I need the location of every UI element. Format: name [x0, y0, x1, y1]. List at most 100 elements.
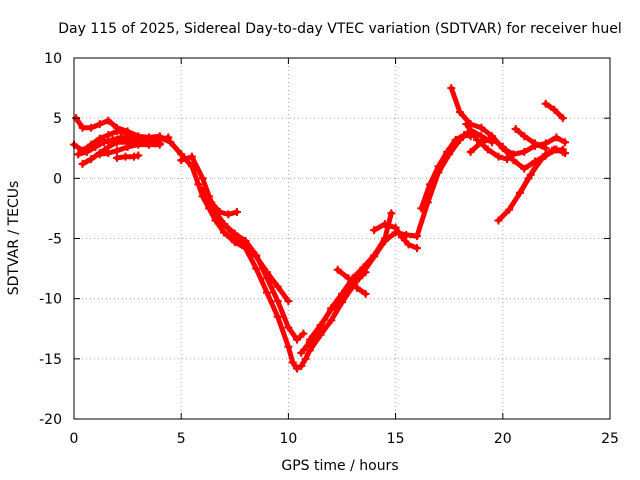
data-point [95, 120, 104, 129]
data-point [316, 321, 325, 330]
data-point [198, 186, 207, 195]
series-track-6 [112, 151, 143, 162]
data-point [402, 230, 411, 239]
data-point [112, 127, 121, 136]
data-point [391, 223, 400, 232]
data-point [443, 147, 452, 156]
data-point [262, 274, 271, 283]
data-point [494, 152, 503, 161]
data-point [232, 208, 241, 217]
data-point [524, 174, 533, 183]
data-point [262, 288, 271, 297]
data-point [558, 147, 567, 156]
data-point [187, 152, 196, 161]
x-axis-label: GPS time / hours [281, 458, 398, 474]
data-point [451, 135, 460, 144]
data-point [273, 312, 282, 321]
data-point [292, 364, 301, 373]
data-point [520, 132, 529, 141]
x-tick-label: 15 [387, 431, 405, 447]
data-point [413, 244, 422, 253]
data-point [483, 145, 492, 154]
data-point [370, 226, 379, 235]
data-point [560, 138, 569, 147]
data-point [417, 204, 426, 213]
data-point [130, 152, 139, 161]
data-point [361, 268, 370, 277]
data-point [87, 155, 96, 164]
data-point [166, 138, 175, 147]
data-point [316, 330, 325, 339]
data-point [273, 297, 282, 306]
data-point [370, 251, 379, 260]
data-point [284, 297, 293, 306]
series-track-17 [462, 120, 512, 164]
y-tick-label: 10 [44, 51, 62, 67]
data-point [194, 180, 203, 189]
data-point [284, 323, 293, 332]
data-point [211, 209, 220, 218]
data-point [100, 138, 109, 147]
data-point [550, 145, 559, 154]
data-point [299, 329, 308, 338]
data-point [488, 134, 497, 143]
series-track-22 [511, 124, 550, 153]
data-point [498, 143, 507, 152]
data-point [95, 150, 104, 159]
data-point [273, 282, 282, 291]
data-point [78, 159, 87, 168]
series-line [335, 267, 369, 297]
data-point [252, 264, 261, 273]
y-tick-label: -20 [39, 412, 62, 428]
data-point [252, 251, 261, 260]
data-point [550, 105, 559, 114]
data-point [74, 150, 83, 159]
data-point [224, 210, 233, 219]
x-tick-label: 25 [601, 431, 619, 447]
data-point [87, 123, 96, 132]
data-point [134, 140, 143, 149]
data-point [541, 99, 550, 108]
data-point [78, 123, 87, 132]
x-tick-label: 5 [177, 431, 186, 447]
series-line [513, 126, 549, 151]
data-point [460, 131, 469, 140]
data-point [82, 147, 91, 156]
data-point [104, 149, 113, 158]
data-point [220, 220, 229, 229]
data-point [95, 134, 104, 143]
series-track-10 [202, 195, 308, 344]
x-tick-label: 20 [494, 431, 512, 447]
data-point [121, 152, 130, 161]
data-point [297, 348, 306, 357]
y-tick-label: -10 [39, 292, 62, 308]
data-point [134, 151, 143, 160]
data-point [112, 138, 121, 147]
data-point [353, 283, 362, 292]
data-point [202, 195, 211, 204]
data-point [530, 139, 539, 148]
data-point [145, 140, 154, 149]
data-point [155, 133, 164, 142]
data-point [387, 209, 396, 218]
data-point [404, 240, 413, 249]
data-point [301, 354, 310, 363]
data-point [198, 174, 207, 183]
data-point [121, 128, 130, 137]
data-point [112, 153, 121, 162]
data-point [104, 131, 113, 140]
chart-title: Day 115 of 2025, Sidereal Day-to-day VTE… [58, 21, 621, 37]
data-point [533, 159, 542, 168]
data-point [434, 162, 443, 171]
series-track-15 [417, 131, 475, 213]
data-point [413, 232, 422, 241]
data-point [509, 156, 518, 165]
data-point [177, 156, 186, 165]
data-point [455, 108, 464, 117]
data-point [327, 305, 336, 314]
data-point [361, 289, 370, 298]
data-point [230, 229, 239, 238]
data-point [104, 116, 113, 125]
